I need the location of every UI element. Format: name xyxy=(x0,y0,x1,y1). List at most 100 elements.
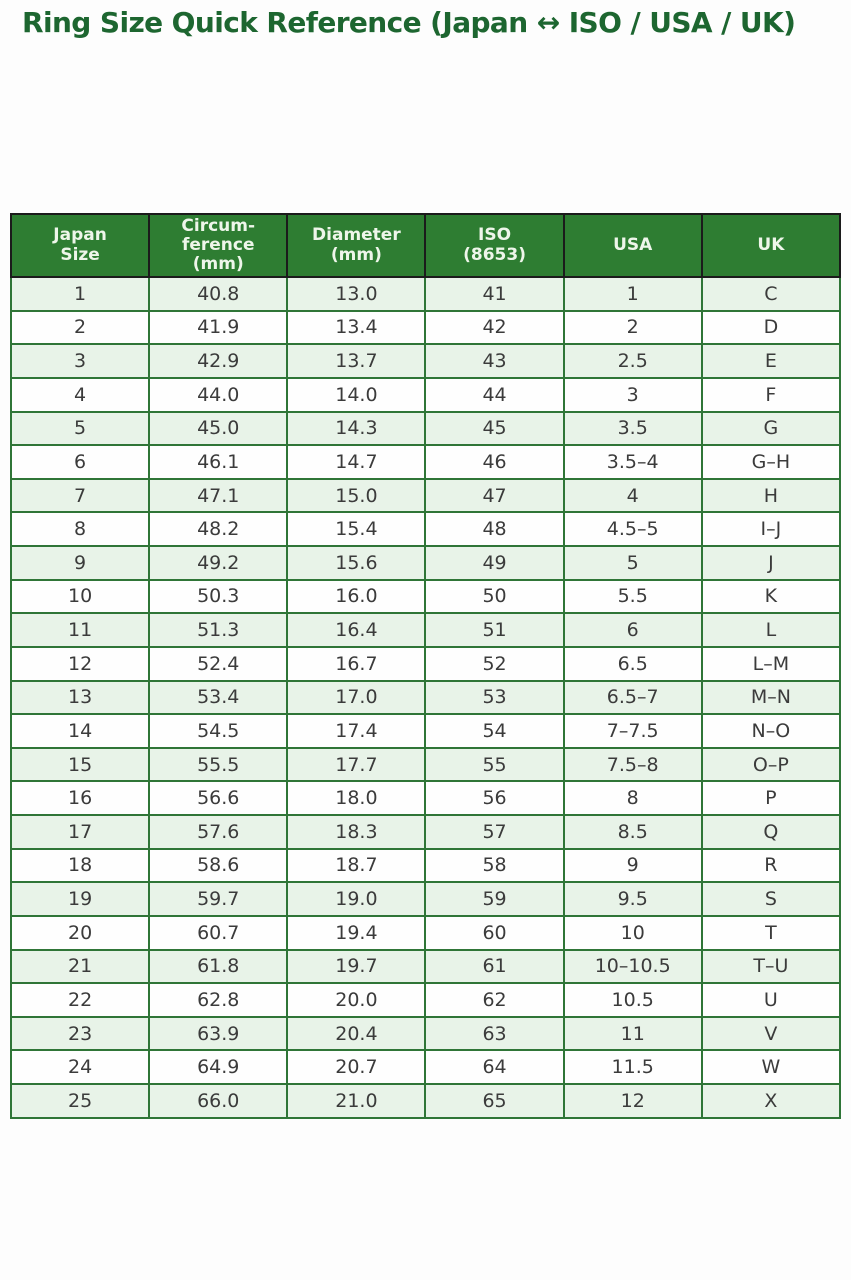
table-cell: C xyxy=(700,276,842,312)
table-cell: 14.3 xyxy=(286,410,427,447)
table-row: 11 51.3 16.4 51 6 L xyxy=(9,612,842,648)
table-cell: 3.5 xyxy=(562,410,703,447)
table-cell: 51 xyxy=(424,612,565,648)
table-cell: 47.1 xyxy=(148,477,289,514)
table-cell: 42 xyxy=(424,309,565,346)
table-cell: F xyxy=(700,376,842,413)
table-cell: 17.4 xyxy=(286,713,427,749)
table-cell: 22 xyxy=(9,982,151,1018)
table-cell: 23 xyxy=(9,1015,151,1052)
table-row: 7 47.1 15.0 47 4 H xyxy=(9,477,842,514)
table-cell: 13.0 xyxy=(286,276,427,312)
table-cell: 45 xyxy=(424,410,565,447)
table-cell: 4 xyxy=(9,376,151,413)
table-cell: T xyxy=(700,914,842,951)
table-body: 1 40.8 13.0 41 1 C 2 41.9 13.4 42 2 D 3 42.9 13.7 43 2.5… xyxy=(9,276,842,1119)
table-row: 18 58.6 18.7 58 9 R xyxy=(9,847,842,884)
table-cell: L–M xyxy=(700,645,842,682)
table-cell: W xyxy=(700,1049,842,1085)
table-cell: O–P xyxy=(700,746,842,783)
table-row: 6 46.1 14.7 46 3.5–4 G–H xyxy=(9,444,842,480)
table-cell: E xyxy=(700,343,842,379)
table-cell: 25 xyxy=(9,1083,151,1119)
table-cell: 50.3 xyxy=(148,578,289,615)
table-cell: Q xyxy=(700,814,842,850)
table-cell: 17.0 xyxy=(286,679,427,716)
table-cell: 5 xyxy=(9,410,151,447)
table-cell: 58.6 xyxy=(148,847,289,884)
table-cell: 8.5 xyxy=(562,814,703,850)
table-cell: 53.4 xyxy=(148,679,289,716)
table-cell: 11 xyxy=(9,612,151,648)
table-cell: 1 xyxy=(562,276,703,312)
table-cell: 58 xyxy=(424,847,565,884)
table-cell: 9 xyxy=(9,545,151,581)
table-row: 12 52.4 16.7 52 6.5 L–M xyxy=(9,645,842,682)
table-row: 24 64.9 20.7 64 11.5 W xyxy=(9,1049,842,1085)
table-cell: 18.7 xyxy=(286,847,427,884)
table-cell: 19 xyxy=(9,881,151,917)
column-header-5: UK xyxy=(700,213,842,278)
table-cell: 14.0 xyxy=(286,376,427,413)
column-header-3: ISO (8653) xyxy=(424,213,565,278)
table-cell: 10.5 xyxy=(562,982,703,1018)
table-cell: 20.0 xyxy=(286,982,427,1018)
table-cell: 15.4 xyxy=(286,511,427,547)
table-header: Japan Size Circum- ference (mm) Diameter (… xyxy=(9,213,842,278)
table-cell: 19.0 xyxy=(286,881,427,917)
table-cell: 65 xyxy=(424,1083,565,1119)
table-cell: 49 xyxy=(424,545,565,581)
table-cell: 14 xyxy=(9,713,151,749)
table-cell: 59.7 xyxy=(148,881,289,917)
table-row: 5 45.0 14.3 45 3.5 G xyxy=(9,410,842,447)
table-cell: 6.5 xyxy=(562,645,703,682)
table-cell: 61.8 xyxy=(148,948,289,985)
table-cell: H xyxy=(700,477,842,514)
table-cell: 20 xyxy=(9,914,151,951)
table-row: 3 42.9 13.7 43 2.5 E xyxy=(9,343,842,379)
table-row: 1 40.8 13.0 41 1 C xyxy=(9,276,842,312)
table-cell: 21.0 xyxy=(286,1083,427,1119)
table-cell: 1 xyxy=(9,276,151,312)
table-cell: 7–7.5 xyxy=(562,713,703,749)
table-cell: 59 xyxy=(424,881,565,917)
table-cell: N–O xyxy=(700,713,842,749)
table-cell: 43 xyxy=(424,343,565,379)
table-cell: 2 xyxy=(562,309,703,346)
table-cell: K xyxy=(700,578,842,615)
table-cell: 7 xyxy=(9,477,151,514)
table-cell: 56.6 xyxy=(148,780,289,816)
table-cell: 52 xyxy=(424,645,565,682)
table-cell: R xyxy=(700,847,842,884)
table-cell: G xyxy=(700,410,842,447)
table-cell: 4.5–5 xyxy=(562,511,703,547)
table-row: 10 50.3 16.0 50 5.5 K xyxy=(9,578,842,615)
table-row: 23 63.9 20.4 63 11 V xyxy=(9,1015,842,1052)
table-cell: 9 xyxy=(562,847,703,884)
table-cell: 60.7 xyxy=(148,914,289,951)
table-row: 13 53.4 17.0 53 6.5–7 M–N xyxy=(9,679,842,716)
table-cell: P xyxy=(700,780,842,816)
table-cell: 21 xyxy=(9,948,151,985)
table-cell: 45.0 xyxy=(148,410,289,447)
table-cell: 13.4 xyxy=(286,309,427,346)
table-cell: 46.1 xyxy=(148,444,289,480)
table-cell: 18.3 xyxy=(286,814,427,850)
table-cell: 3 xyxy=(9,343,151,379)
table-cell: X xyxy=(700,1083,842,1119)
table-cell: J xyxy=(700,545,842,581)
table-cell: 6 xyxy=(562,612,703,648)
table-cell: 8 xyxy=(9,511,151,547)
table-cell: 62.8 xyxy=(148,982,289,1018)
column-header-0: Japan Size xyxy=(9,213,151,278)
page-title: Ring Size Quick Reference (Japan ↔ ISO /… xyxy=(22,6,796,39)
table-cell: 2 xyxy=(9,309,151,346)
table-cell: 44.0 xyxy=(148,376,289,413)
table-cell: 3.5–4 xyxy=(562,444,703,480)
table-cell: 2.5 xyxy=(562,343,703,379)
table-row: 25 66.0 21.0 65 12 X xyxy=(9,1083,842,1119)
table-row: 9 49.2 15.6 49 5 J xyxy=(9,545,842,581)
table-cell: M–N xyxy=(700,679,842,716)
table-cell: 41 xyxy=(424,276,565,312)
column-header-1: Circum- ference (mm) xyxy=(148,213,289,278)
